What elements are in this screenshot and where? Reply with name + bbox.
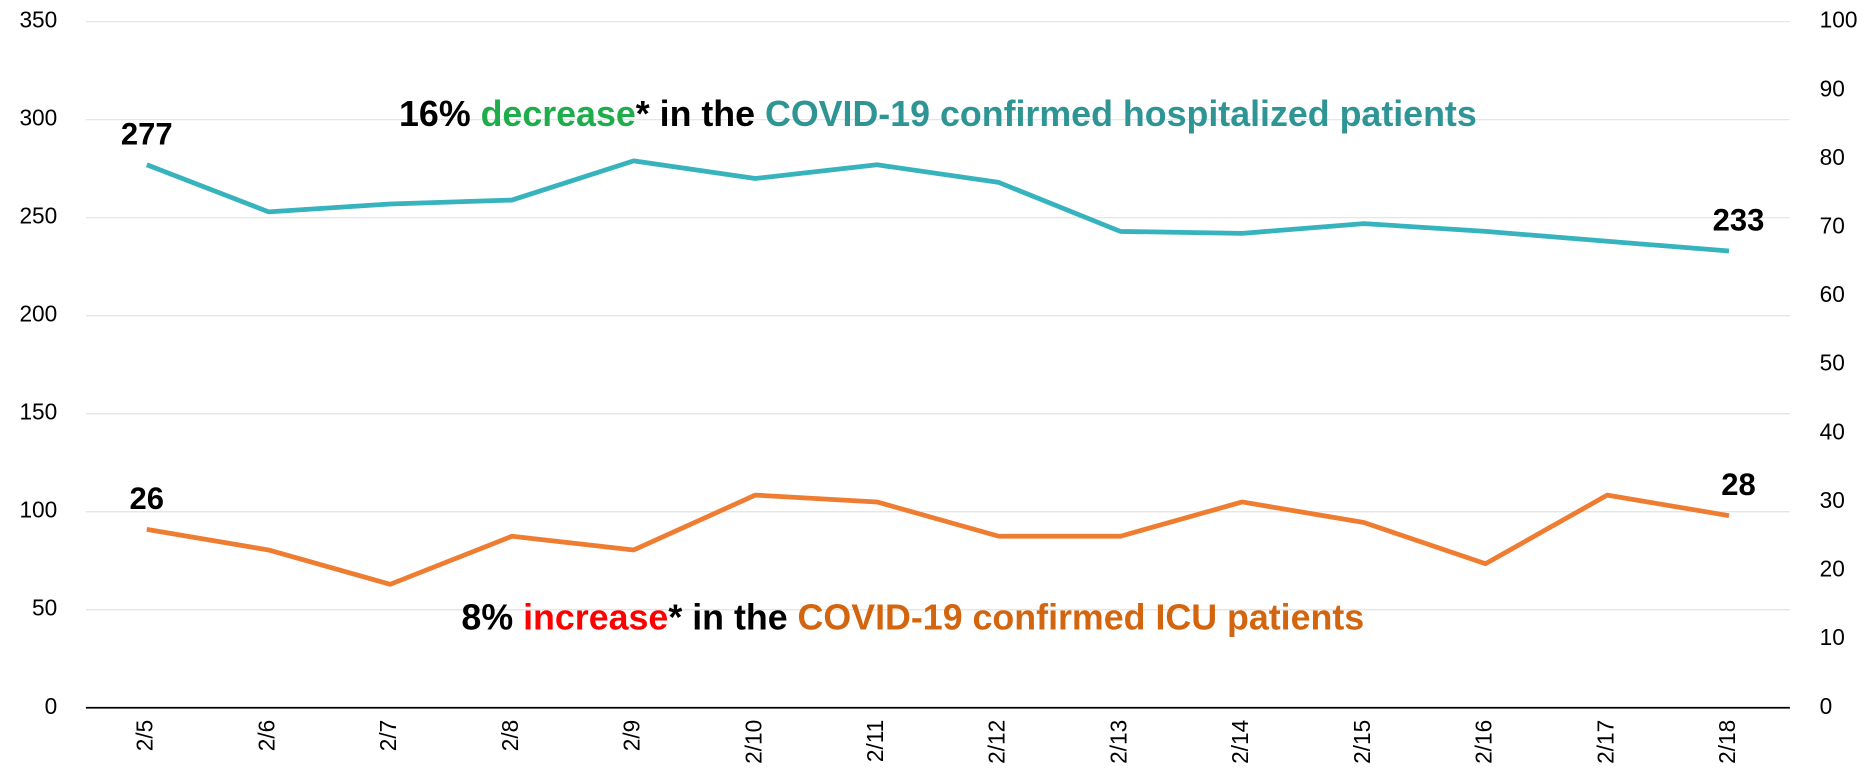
annotation: 8% increase* in the COVID-19 confirmed I… [461, 598, 1364, 638]
annotation: 16% decrease* in the COVID-19 confirmed … [399, 95, 1477, 135]
annotation-part: decrease [481, 95, 636, 135]
annotation-part: 8% [461, 598, 523, 638]
y-tick-label: 350 [19, 7, 57, 33]
y2-tick-label: 100 [1820, 7, 1858, 33]
y2-tick-label: 70 [1820, 212, 1845, 238]
x-tick-label: 2/15 [1349, 720, 1375, 764]
annotation-part: * in the [668, 598, 797, 638]
y-tick-label: 150 [19, 399, 57, 425]
y-tick-label: 200 [19, 301, 57, 327]
annotation-part: increase [523, 598, 668, 638]
x-tick-label: 2/6 [253, 720, 279, 752]
y2-tick-label: 0 [1820, 693, 1833, 719]
y2-tick-label: 10 [1820, 624, 1845, 650]
annotation-part: * in the [636, 95, 765, 135]
data-label: 233 [1713, 203, 1765, 238]
x-tick-label: 2/5 [132, 720, 158, 752]
annotation-part: 16% [399, 95, 481, 135]
y2-tick-label: 90 [1820, 75, 1845, 101]
y-tick-label: 100 [19, 497, 57, 523]
annotation-part: COVID-19 confirmed ICU patients [798, 598, 1365, 638]
y2-tick-label: 40 [1820, 418, 1845, 444]
y-tick-label: 50 [32, 595, 57, 621]
x-tick-label: 2/12 [984, 720, 1010, 764]
x-tick-label: 2/7 [375, 720, 401, 752]
x-tick-label: 2/17 [1592, 720, 1618, 764]
y-tick-label: 0 [45, 693, 58, 719]
x-tick-label: 2/14 [1227, 720, 1253, 764]
x-tick-label: 2/16 [1471, 720, 1497, 764]
y2-tick-label: 20 [1820, 556, 1845, 582]
x-tick-label: 2/9 [619, 720, 645, 752]
y2-tick-label: 80 [1820, 144, 1845, 170]
y2-tick-label: 50 [1820, 350, 1845, 376]
data-label: 28 [1721, 467, 1756, 502]
y-tick-label: 300 [19, 105, 57, 131]
annotation-part: COVID-19 confirmed hospitalized patients [765, 95, 1477, 135]
x-tick-label: 2/13 [1105, 720, 1131, 764]
x-tick-label: 2/10 [740, 720, 766, 764]
series-line [146, 492, 1730, 587]
data-label: 26 [130, 481, 165, 516]
y2-tick-label: 30 [1820, 487, 1845, 513]
x-tick-label: 2/18 [1714, 720, 1740, 764]
data-label: 277 [121, 116, 173, 151]
series-line [145, 158, 1730, 254]
x-tick-label: 2/8 [497, 720, 523, 752]
y-tick-label: 250 [19, 203, 57, 229]
x-tick-label: 2/11 [862, 720, 888, 762]
y2-tick-label: 60 [1820, 281, 1845, 307]
